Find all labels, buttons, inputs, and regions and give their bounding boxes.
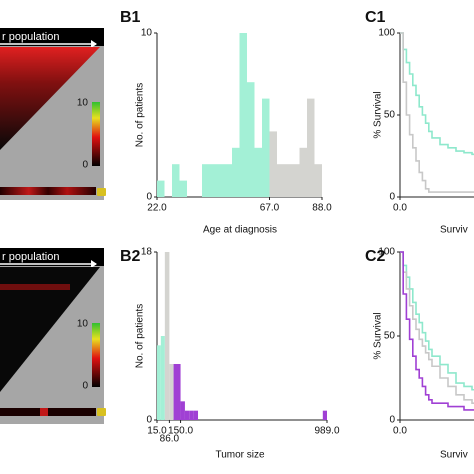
y-tick-label: 100 — [378, 28, 395, 39]
bar — [157, 345, 161, 420]
x-tick-label: 150.0 — [168, 426, 193, 437]
x-tick-label: 0.0 — [393, 426, 407, 437]
arrow-head — [91, 260, 97, 268]
bar — [160, 336, 165, 420]
bar — [322, 410, 327, 420]
bar — [314, 164, 322, 197]
heatmap-panel: r population 10 0 — [0, 248, 106, 424]
bar — [284, 164, 292, 197]
bar — [232, 147, 240, 197]
y-tick-label: 50 — [384, 331, 396, 342]
colorbar-max: 10 — [77, 98, 89, 109]
bar — [299, 147, 307, 197]
bar — [193, 410, 199, 420]
y-tick-label: 0 — [146, 192, 152, 203]
heatmap-panel: r population 10 0 — [0, 28, 106, 200]
x-tick-label: 989.0 — [314, 426, 339, 437]
heatmap-strip — [0, 187, 96, 195]
colorbar-min: 0 — [82, 381, 88, 392]
y-tick-label: 0 — [146, 415, 152, 426]
bar — [180, 401, 185, 420]
bar — [277, 164, 285, 197]
y-tick-label: 18 — [141, 247, 153, 258]
x-tick-label: 88.0 — [312, 203, 332, 214]
survival-curve — [400, 251, 474, 411]
x-axis-label: Surviv — [440, 225, 468, 236]
y-axis-label: % Survival — [373, 91, 384, 138]
bar — [224, 164, 232, 197]
bar — [217, 164, 225, 197]
bar — [184, 410, 190, 420]
x-axis-label: Tumor size — [215, 450, 265, 461]
heatmap-header — [0, 248, 104, 266]
x-tick-label: 67.0 — [260, 203, 280, 214]
y-axis-label: No. of patients — [135, 83, 146, 147]
bar — [262, 98, 270, 197]
panel-label: C1 — [365, 9, 386, 26]
heatmap-header-text: r population — [2, 251, 60, 263]
heatmap-band — [0, 284, 70, 290]
x-tick-label: 22.0 — [147, 203, 167, 214]
arrow-head — [91, 40, 97, 48]
y-tick-label: 100 — [378, 247, 395, 258]
heatmap-triangle — [0, 47, 100, 150]
colorbar — [92, 323, 100, 387]
y-tick-label: 0 — [389, 192, 395, 203]
y-tick-label: 0 — [389, 415, 395, 426]
heatmap-header — [0, 28, 104, 46]
bar — [247, 82, 255, 197]
bar — [169, 364, 174, 420]
colorbar-min: 0 — [82, 160, 88, 171]
panel-label: B1 — [120, 9, 141, 26]
lock-icon[interactable] — [97, 408, 106, 416]
y-tick-label: 50 — [384, 110, 396, 121]
bar — [254, 147, 262, 197]
colorbar — [92, 102, 100, 166]
survival-curve — [400, 32, 474, 193]
bar — [179, 180, 187, 197]
bar — [209, 164, 217, 197]
colorbar-max: 10 — [77, 319, 89, 330]
survival-curve — [400, 32, 474, 156]
x-tick-label: 15.0 — [147, 426, 167, 437]
bar — [173, 364, 181, 420]
bar — [164, 252, 170, 420]
bar — [292, 164, 300, 197]
bar — [172, 164, 180, 197]
y-axis-label: % Survival — [373, 312, 384, 359]
heatmap-header-text: r population — [2, 31, 60, 43]
survival-curve — [400, 251, 474, 404]
bar — [202, 164, 210, 197]
panel-label: B2 — [120, 248, 141, 265]
x-tick-label: 0.0 — [393, 203, 407, 214]
bar — [307, 98, 315, 197]
x-axis-label: Age at diagnosis — [203, 225, 277, 236]
lock-icon[interactable] — [97, 188, 106, 196]
x-axis-label: Surviv — [440, 450, 468, 461]
bar — [189, 410, 194, 420]
survival-curve — [400, 251, 474, 391]
panel-label: C2 — [365, 248, 386, 265]
bar — [157, 180, 165, 197]
y-tick-label: 10 — [141, 28, 153, 39]
y-axis-label: No. of patients — [135, 304, 146, 368]
x-tick-label: 86.0 — [160, 434, 180, 445]
heatmap-triangle — [0, 267, 100, 392]
heatmap-strip-spot — [40, 408, 48, 416]
bar — [269, 131, 277, 197]
bar — [239, 33, 247, 197]
